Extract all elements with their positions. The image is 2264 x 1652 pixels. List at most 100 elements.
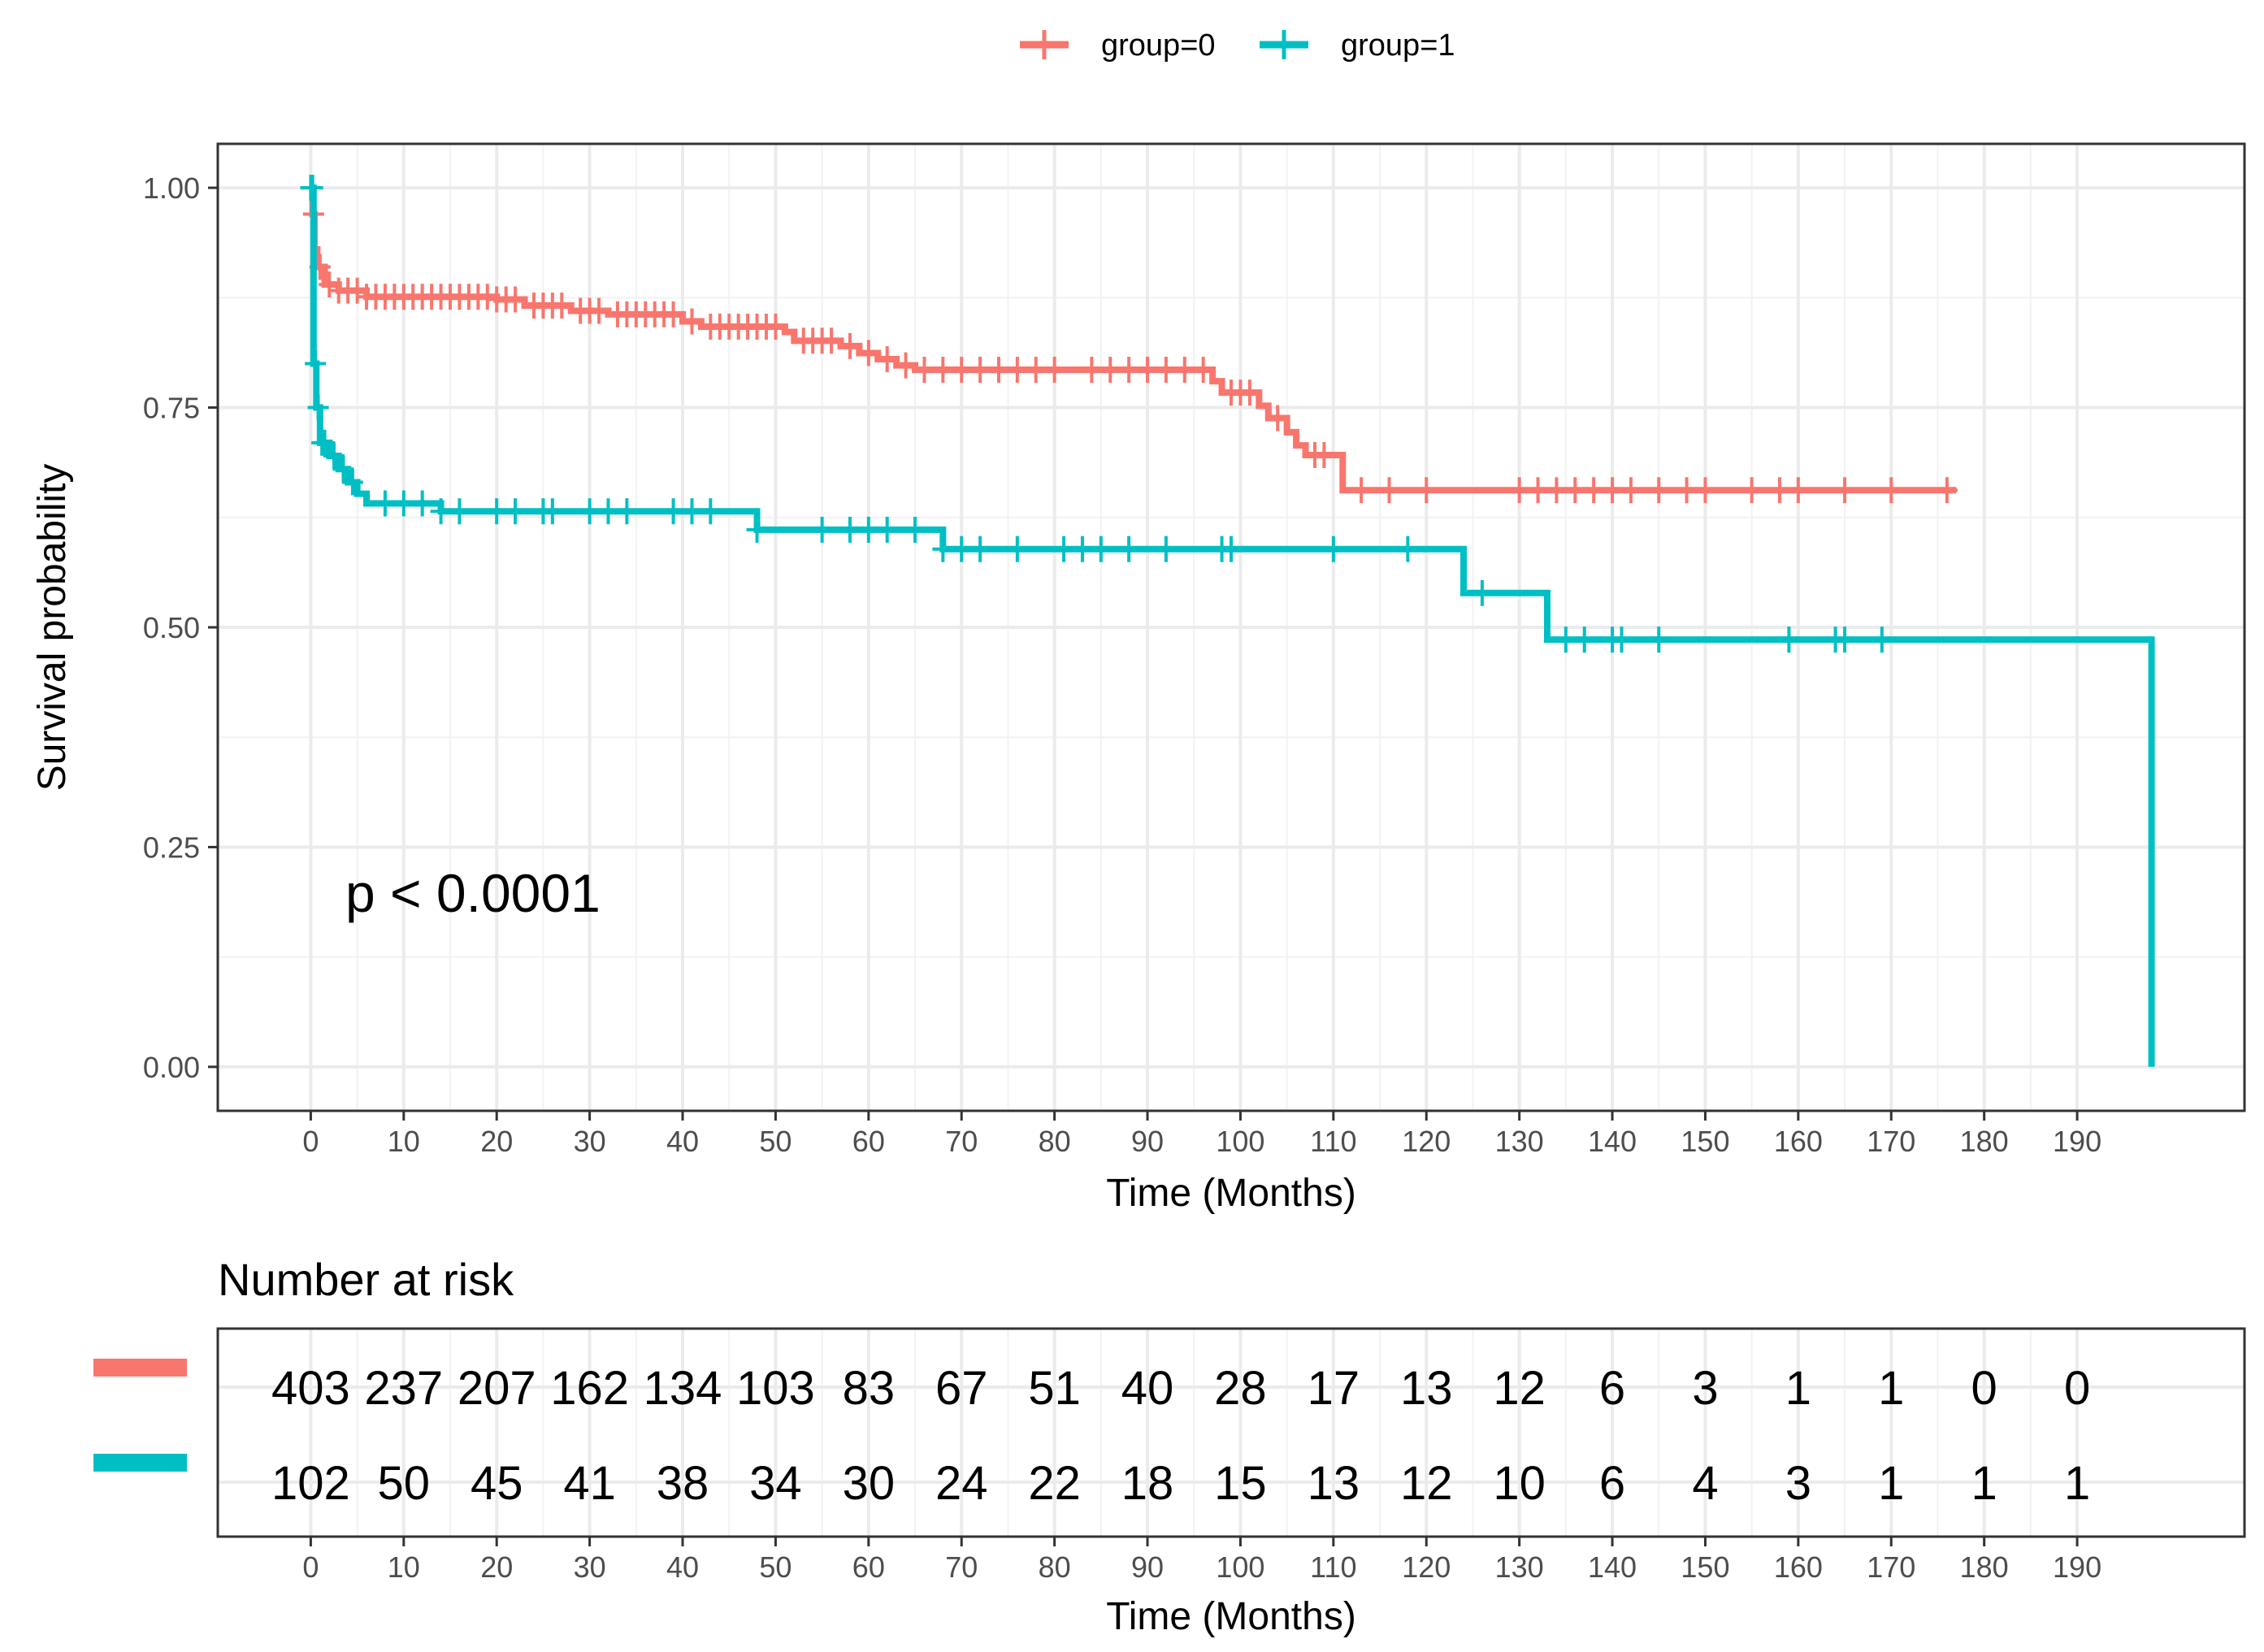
risk-value-group-0: 51	[1028, 1362, 1081, 1415]
x-tick-label: 30	[574, 1125, 606, 1158]
risk-table-panel	[218, 1329, 2244, 1537]
risk-value-group-1: 38	[657, 1457, 709, 1510]
risk-value-group-0: 1	[1785, 1362, 1811, 1415]
x-tick-label: 140	[1588, 1125, 1637, 1158]
risk-table-grid	[218, 1329, 2244, 1537]
x-tick-label: 60	[852, 1125, 885, 1158]
risk-value-group-1: 6	[1599, 1457, 1625, 1510]
risk-value-group-0: 17	[1308, 1362, 1360, 1415]
risk-value-group-1: 45	[471, 1457, 523, 1510]
x-tick-label: 150	[1681, 1125, 1729, 1158]
y-axis: 0.00 0.25 0.50 0.75 1.00	[143, 171, 218, 1084]
y-axis-title: Survival probability	[31, 464, 74, 791]
risk-value-group-0: 6	[1599, 1362, 1625, 1415]
risk-value-group-0: 162	[550, 1362, 629, 1415]
risk-table-values: 403 237 207 162 134 103 83 67 51 40 28 17 13 12 6 3 1 1 0 0…	[271, 1362, 2090, 1510]
risk-x-axis-title: Time (Months)	[1106, 1595, 1356, 1638]
risk-x-tick-label: 30	[574, 1550, 606, 1584]
risk-x-tick-label: 0	[302, 1550, 319, 1584]
risk-value-group-0: 67	[935, 1362, 988, 1415]
y-tick-label: 0.00	[143, 1051, 200, 1084]
risk-x-tick-label: 10	[388, 1550, 420, 1584]
risk-value-group-0: 0	[1971, 1362, 1997, 1415]
risk-value-group-0: 403	[271, 1362, 350, 1415]
risk-x-tick-label: 150	[1681, 1550, 1729, 1584]
x-tick-label: 20	[480, 1125, 513, 1158]
x-tick-label: 110	[1310, 1125, 1356, 1158]
x-tick-label: 180	[1960, 1125, 2009, 1158]
risk-key-group-0	[93, 1359, 187, 1377]
risk-value-group-0: 237	[364, 1362, 443, 1415]
risk-value-group-0: 0	[2064, 1362, 2090, 1415]
x-tick-label: 90	[1131, 1125, 1164, 1158]
risk-value-group-1: 41	[563, 1457, 616, 1510]
risk-value-group-0: 1	[1878, 1362, 1904, 1415]
risk-value-group-1: 50	[378, 1457, 431, 1510]
x-tick-label: 130	[1495, 1125, 1544, 1158]
risk-value-group-1: 10	[1493, 1457, 1546, 1510]
risk-value-group-1: 12	[1400, 1457, 1453, 1510]
p-value-annotation: p < 0.0001	[345, 863, 601, 923]
risk-value-group-0: 103	[736, 1362, 815, 1415]
x-tick-label: 190	[2053, 1125, 2101, 1158]
risk-x-tick-label: 140	[1588, 1550, 1637, 1584]
x-tick-label: 50	[759, 1125, 792, 1158]
risk-x-tick-label: 130	[1495, 1550, 1544, 1584]
x-axis-title: Time (Months)	[1106, 1172, 1356, 1215]
legend-label-group-1: group=1	[1341, 28, 1455, 63]
plot-grid	[218, 144, 2244, 1111]
risk-value-group-1: 1	[1971, 1457, 1997, 1510]
x-tick-label: 120	[1402, 1125, 1451, 1158]
risk-x-tick-label: 70	[945, 1550, 978, 1584]
risk-value-group-1: 13	[1308, 1457, 1360, 1510]
risk-value-group-0: 207	[458, 1362, 536, 1415]
risk-x-tick-label: 110	[1310, 1550, 1356, 1584]
risk-table-keys	[93, 1359, 187, 1472]
risk-x-tick-label: 180	[1960, 1550, 2009, 1584]
risk-value-group-1: 18	[1121, 1457, 1174, 1510]
risk-table-x-axis: 0 10 20 30 40 50 60 70 80 90 100 110 120 130 140 150 160…	[302, 1537, 2101, 1584]
y-tick-label: 0.75	[143, 392, 200, 425]
risk-x-tick-label: 40	[666, 1550, 699, 1584]
risk-x-tick-label: 20	[480, 1550, 513, 1584]
survival-curves	[300, 175, 2155, 1067]
y-tick-label: 1.00	[143, 171, 200, 205]
risk-x-tick-label: 160	[1774, 1550, 1823, 1584]
risk-x-tick-label: 170	[1867, 1550, 1915, 1584]
risk-value-group-0: 28	[1214, 1362, 1267, 1415]
risk-x-tick-label: 100	[1216, 1550, 1264, 1584]
risk-value-group-1: 34	[749, 1457, 802, 1510]
risk-value-group-1: 30	[843, 1457, 896, 1510]
x-tick-label: 10	[388, 1125, 420, 1158]
risk-value-group-0: 83	[843, 1362, 896, 1415]
risk-value-group-1: 15	[1214, 1457, 1267, 1510]
x-tick-label: 0	[302, 1125, 319, 1158]
risk-x-tick-label: 80	[1039, 1550, 1071, 1584]
x-axis: 0 10 20 30 40 50 60 70 80 90 100 110 120 130 140 150 160…	[302, 1111, 2101, 1158]
risk-table-title: Number at risk	[218, 1254, 514, 1305]
legend-label-group-0: group=0	[1101, 28, 1216, 63]
x-tick-label: 170	[1867, 1125, 1915, 1158]
risk-value-group-1: 1	[1878, 1457, 1904, 1510]
risk-value-group-1: 102	[271, 1457, 350, 1510]
risk-value-group-1: 24	[935, 1457, 988, 1510]
risk-value-group-0: 40	[1121, 1362, 1174, 1415]
risk-key-group-1	[93, 1454, 187, 1472]
risk-x-tick-label: 90	[1131, 1550, 1164, 1584]
risk-value-group-0: 3	[1692, 1362, 1718, 1415]
x-tick-label: 160	[1774, 1125, 1823, 1158]
risk-value-group-1: 3	[1785, 1457, 1811, 1510]
x-tick-label: 70	[945, 1125, 978, 1158]
risk-x-tick-label: 190	[2053, 1550, 2101, 1584]
risk-value-group-0: 12	[1493, 1362, 1546, 1415]
risk-x-tick-label: 120	[1402, 1550, 1451, 1584]
x-tick-label: 80	[1039, 1125, 1071, 1158]
x-tick-label: 40	[666, 1125, 699, 1158]
risk-table-border	[216, 1327, 2246, 1538]
risk-value-group-1: 22	[1028, 1457, 1081, 1510]
x-tick-label: 100	[1216, 1125, 1264, 1158]
risk-x-tick-label: 60	[852, 1550, 885, 1584]
legend: group=0 group=1	[1020, 28, 1455, 63]
y-tick-label: 0.25	[143, 830, 200, 864]
